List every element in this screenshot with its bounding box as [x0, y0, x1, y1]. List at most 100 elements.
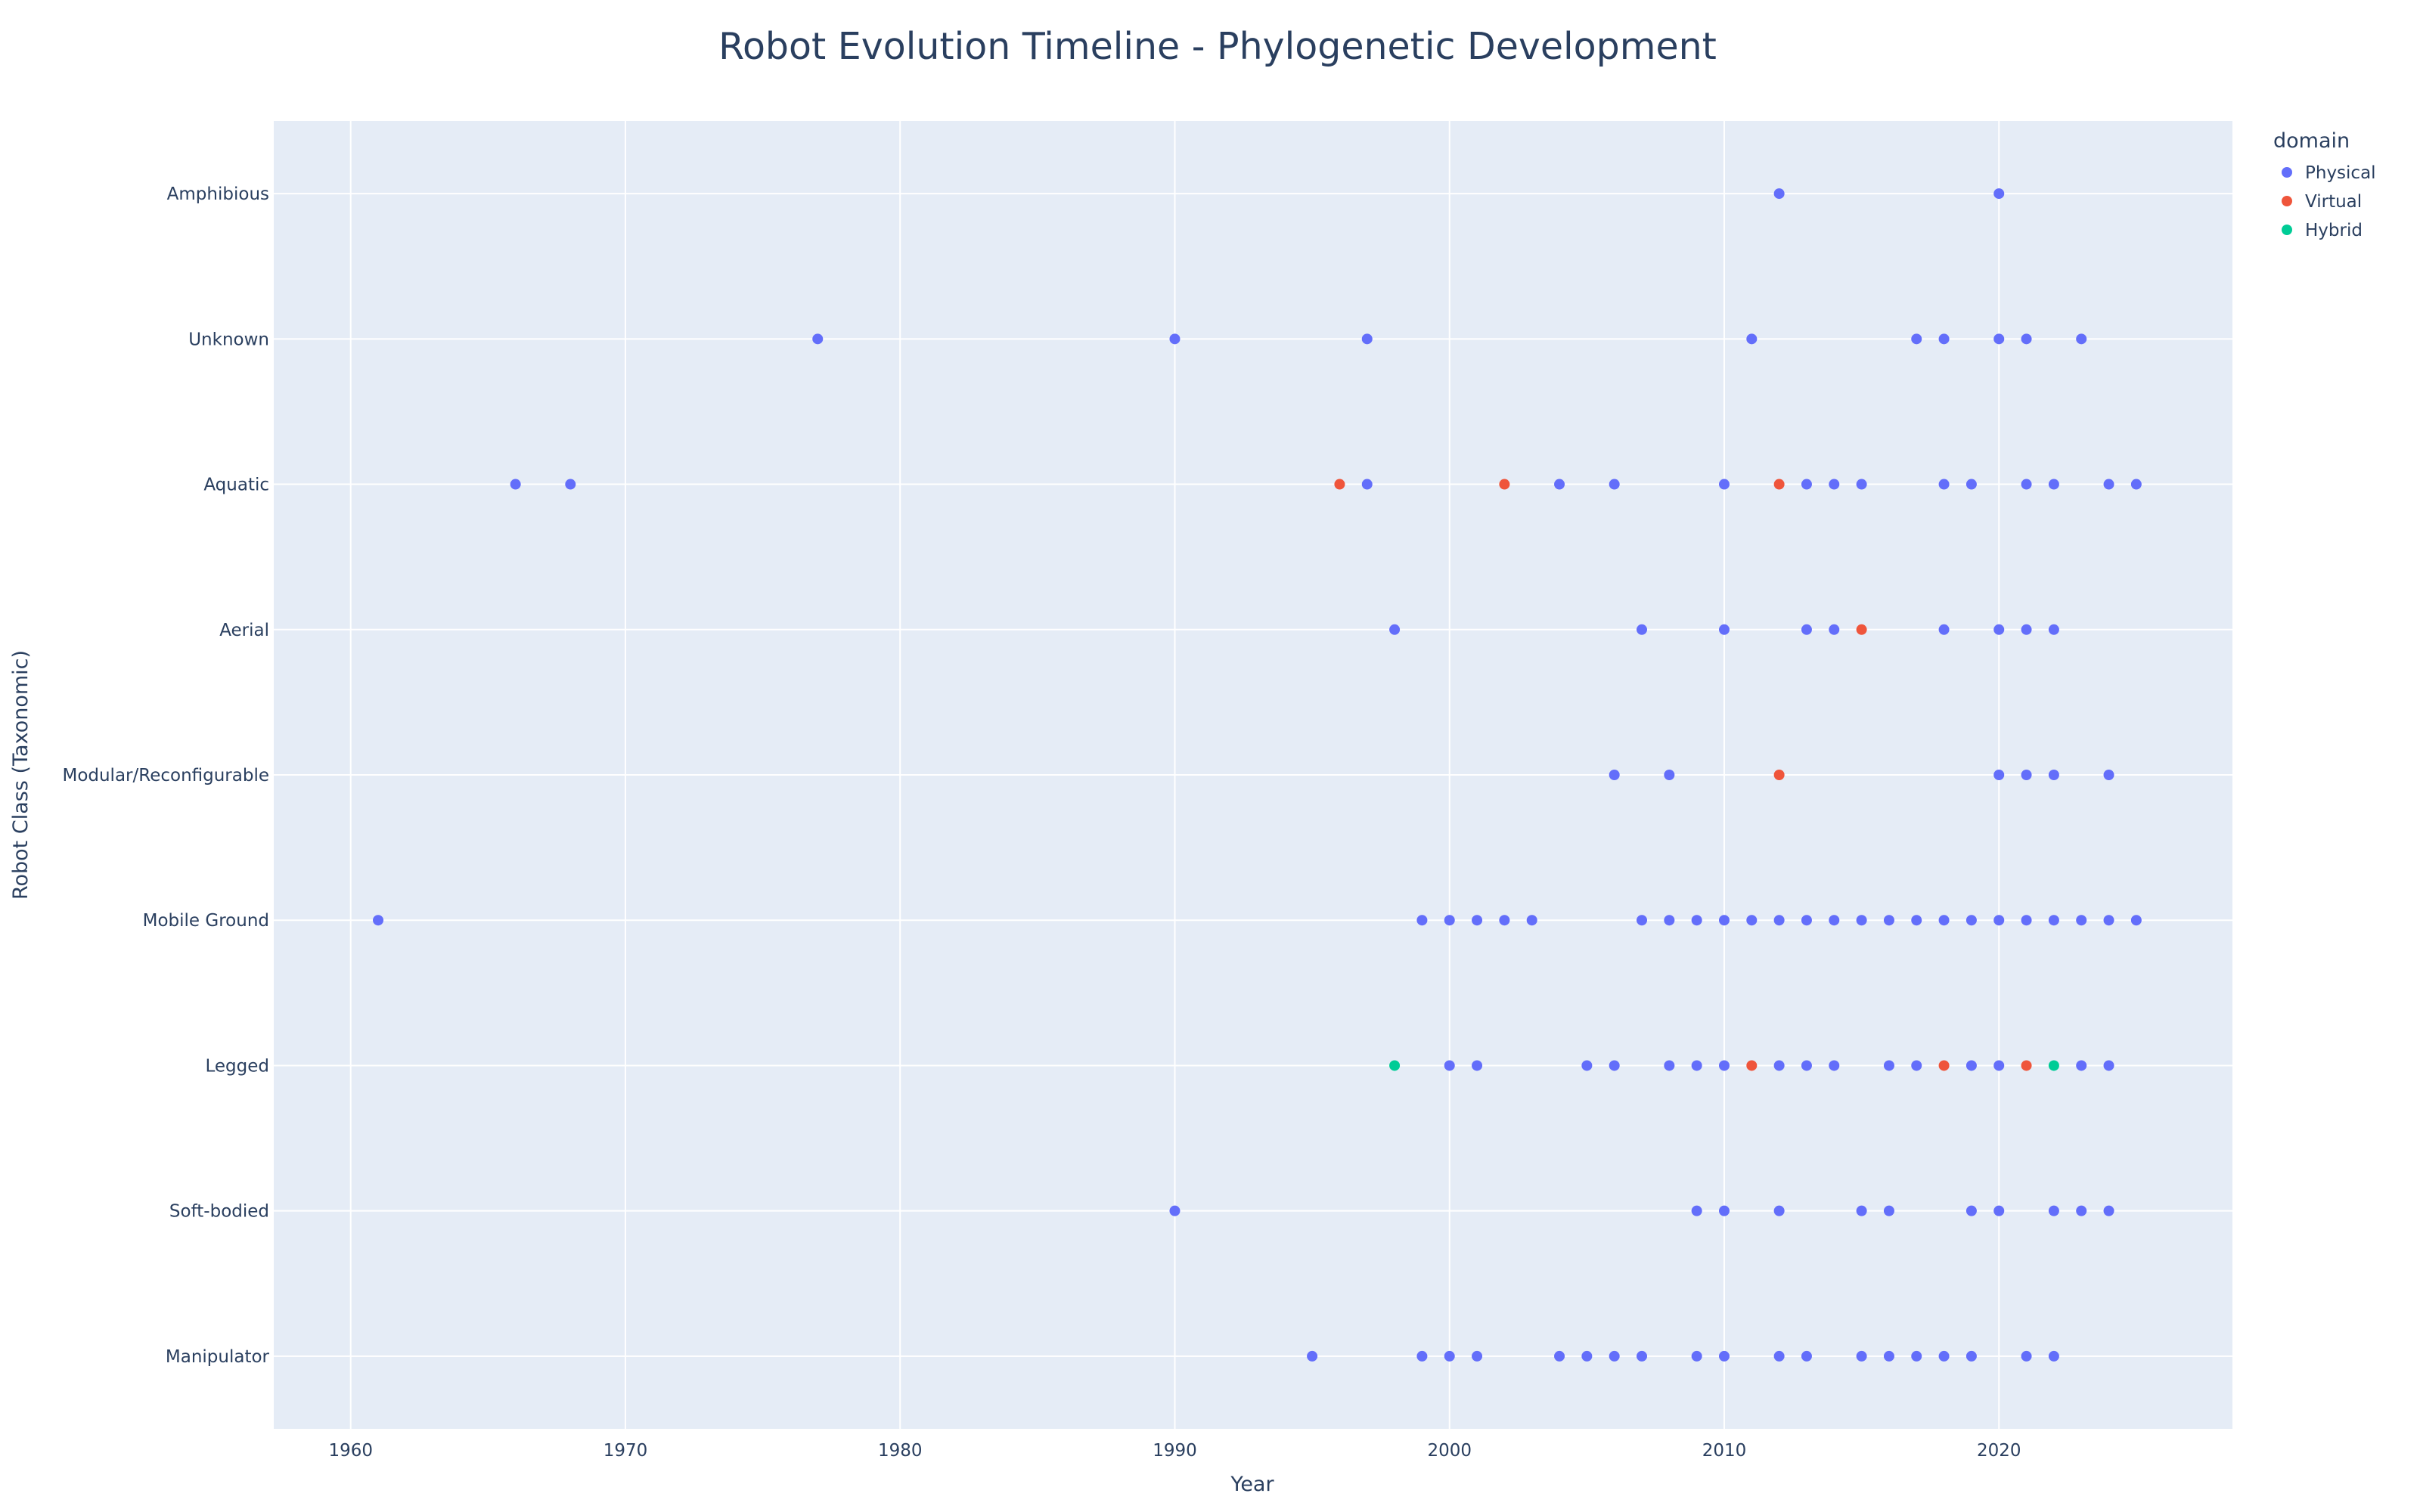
data-point-physical [812, 333, 824, 345]
data-point-physical [2103, 479, 2114, 490]
x-axis-tick-labels: 1960 1970 1980 1990 2000 2010 2020 [328, 1441, 2021, 1461]
data-point-physical [1416, 915, 1428, 926]
data-point-physical [1883, 1205, 1894, 1216]
data-point-physical [1993, 333, 2005, 345]
data-point-physical [1444, 1060, 1455, 1071]
grid-lines [274, 121, 2232, 1429]
x-tick-label: 1960 [328, 1441, 373, 1461]
data-point-physical [1938, 915, 1950, 926]
data-point-physical [2021, 333, 2032, 345]
data-point-physical [2076, 333, 2087, 345]
data-point-physical [1829, 1060, 1840, 1071]
data-point-physical [1965, 1350, 1977, 1362]
data-point-hybrid [2048, 1060, 2059, 1071]
legend-marker-physical [2282, 167, 2292, 178]
data-point-physical [1773, 1350, 1785, 1362]
x-tick-label: 2020 [1977, 1441, 2021, 1461]
y-tick-label: Modular/Reconfigurable [62, 766, 269, 785]
data-point-physical [1664, 1060, 1675, 1071]
data-point-physical [1526, 915, 1537, 926]
data-point-physical [1691, 915, 1702, 926]
data-point-physical [1856, 1205, 1867, 1216]
data-point-physical [1472, 1350, 1483, 1362]
y-axis-tick-labels: Manipulator Soft-bodied Legged Mobile Groun… [62, 184, 269, 1367]
data-point-virtual [2021, 1060, 2032, 1071]
data-point-physical [1856, 1350, 1867, 1362]
y-tick-label: Soft-bodied [169, 1202, 269, 1222]
data-point-physical [1801, 915, 1812, 926]
chart-title: Robot Evolution Timeline - Phylogenetic … [718, 25, 1717, 68]
data-point-physical [1554, 1350, 1565, 1362]
data-point-physical [2021, 624, 2032, 635]
legend-label-physical: Physical [2305, 163, 2376, 183]
y-tick-label: Amphibious [167, 184, 269, 204]
data-point-virtual [1938, 1060, 1950, 1071]
x-tick-label: 1970 [603, 1441, 648, 1461]
data-point-physical [1883, 1350, 1894, 1362]
data-point-physical [2048, 624, 2059, 635]
data-point-virtual [1856, 624, 1867, 635]
legend-marker-hybrid [2282, 225, 2292, 235]
data-point-physical [1718, 1060, 1730, 1071]
data-point-physical [2021, 915, 2032, 926]
data-point-physical [1169, 1205, 1181, 1216]
data-point-physical [2048, 479, 2059, 490]
y-tick-label: Mobile Ground [143, 911, 269, 931]
data-point-physical [1664, 770, 1675, 780]
data-point-physical [1472, 915, 1483, 926]
data-point-physical [1609, 1350, 1620, 1362]
data-point-physical [1938, 479, 1950, 490]
data-point-virtual [1773, 479, 1785, 490]
y-tick-label: Aquatic [203, 476, 269, 495]
data-point-physical [2048, 770, 2059, 780]
legend-title: domain [2273, 129, 2350, 153]
data-point-physical [1965, 479, 1977, 490]
data-point-physical [1801, 479, 1812, 490]
data-point-physical [1883, 915, 1894, 926]
data-point-physical [1718, 1350, 1730, 1362]
data-point-physical [1637, 915, 1648, 926]
data-point-physical [1361, 479, 1373, 490]
data-point-physical [1911, 1060, 1922, 1071]
data-point-physical [1746, 915, 1758, 926]
data-point-physical [1389, 624, 1401, 635]
data-point-physical [1499, 915, 1510, 926]
data-point-physical [1554, 479, 1565, 490]
data-point-physical [1718, 479, 1730, 490]
data-point-virtual [1773, 770, 1785, 780]
data-point-physical [1444, 915, 1455, 926]
data-point-physical [1581, 1060, 1593, 1071]
data-point-physical [1664, 915, 1675, 926]
data-point-physical [1883, 1060, 1894, 1071]
data-point-physical [1609, 770, 1620, 780]
data-point-physical [1911, 333, 1922, 345]
data-point-physical [373, 915, 384, 926]
data-point-physical [1801, 624, 1812, 635]
data-point-physical [2021, 479, 2032, 490]
data-point-virtual [1746, 1060, 1758, 1071]
data-point-virtual [1334, 479, 1345, 490]
data-point-physical [1993, 770, 2005, 780]
data-point-physical [1801, 1060, 1812, 1071]
data-point-physical [1829, 624, 1840, 635]
data-point-physical [2076, 915, 2087, 926]
legend-marker-virtual [2282, 196, 2292, 206]
data-point-physical [1637, 1350, 1648, 1362]
data-point-physical [1801, 1350, 1812, 1362]
data-point-physical [1965, 915, 1977, 926]
data-point-physical [1609, 1060, 1620, 1071]
data-point-physical [1773, 188, 1785, 200]
data-point-physical [1993, 1205, 2005, 1216]
data-point-physical [2021, 770, 2032, 780]
y-tick-label: Legged [205, 1056, 269, 1076]
legend: domain Physical Virtual Hybrid [2273, 129, 2376, 240]
y-axis-title: Robot Class (Taxonomic) [9, 650, 33, 900]
data-point-physical [1718, 624, 1730, 635]
data-point-physical [1444, 1350, 1455, 1362]
data-point-physical [1773, 1205, 1785, 1216]
data-point-physical [2048, 915, 2059, 926]
data-point-physical [1938, 1350, 1950, 1362]
data-point-physical [1993, 188, 2005, 200]
data-point-physical [1993, 624, 2005, 635]
